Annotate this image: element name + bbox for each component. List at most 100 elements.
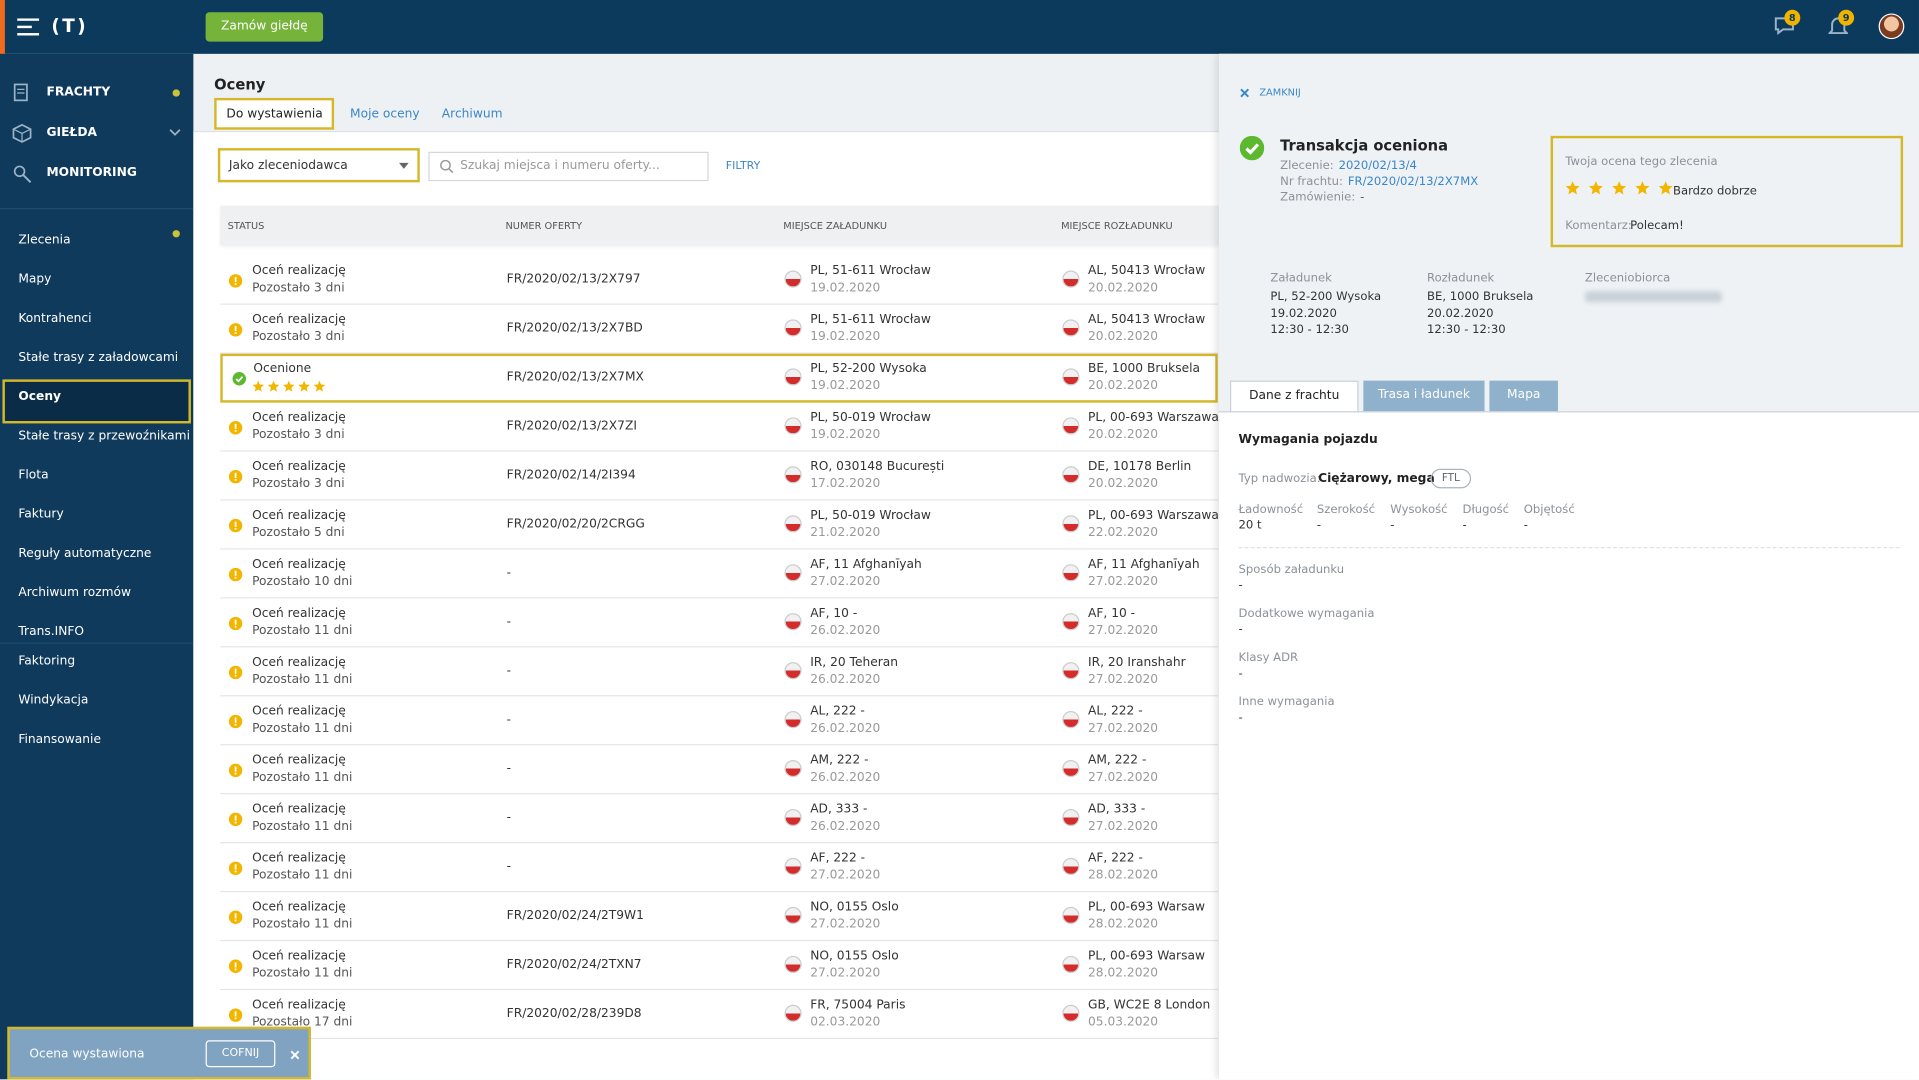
- unload-date: 27.02.2020: [1088, 771, 1159, 785]
- table-row[interactable]: [220, 696, 1218, 746]
- load-date: 26.02.2020: [810, 624, 881, 638]
- undo-button[interactable]: COFNIJ: [205, 1040, 276, 1068]
- tab[interactable]: Moje oceny: [350, 107, 420, 122]
- tab[interactable]: Do wystawienia: [226, 107, 323, 122]
- table-row[interactable]: [220, 256, 1218, 305]
- table-row[interactable]: [220, 452, 1218, 501]
- nav-item[interactable]: Trans.INFO: [18, 625, 85, 639]
- status-warning-icon: [228, 421, 243, 435]
- route-label: Zleceniobiorca: [1584, 271, 1671, 286]
- field-value: -: [1238, 711, 1243, 725]
- table-row[interactable]: [220, 843, 1218, 893]
- nav-item[interactable]: Flota: [18, 468, 49, 483]
- detail-tab[interactable]: Mapa: [1489, 380, 1558, 412]
- rating-box: Twoja ocena tego zlecenia Bardzo dobrze Ko…: [1550, 135, 1904, 248]
- body-tag: FTL: [1430, 468, 1472, 489]
- status: Oceń realizację: [252, 509, 346, 523]
- nav-chevron: [169, 129, 181, 136]
- table-row[interactable]: [220, 305, 1218, 354]
- unload-place: AF, 10 -: [1088, 607, 1136, 621]
- flag: [784, 417, 802, 435]
- meta-label: Nr frachtu: FR/2020/02/13/2X7MX: [1280, 175, 1479, 189]
- flag: [784, 613, 802, 631]
- nav-item[interactable]: Mapy: [18, 272, 52, 287]
- nav-item[interactable]: Oceny: [18, 390, 62, 404]
- nav-item[interactable]: Windykacja: [18, 693, 89, 708]
- nav-item[interactable]: Stałe trasy z załadowcami: [18, 351, 179, 365]
- meta-value[interactable]: FR/2020/02/13/2X7MX: [1347, 175, 1479, 189]
- nav-section[interactable]: MONITORING: [46, 166, 137, 180]
- load-date: 19.02.2020: [810, 428, 881, 442]
- status-warning-icon: [228, 323, 243, 337]
- table-row[interactable]: [220, 647, 1218, 697]
- close-button[interactable]: ZAMKNIJ: [1259, 86, 1301, 98]
- nav-item[interactable]: Archiwum rozmów: [18, 586, 132, 600]
- table-row[interactable]: [220, 941, 1218, 991]
- flag: [784, 270, 802, 288]
- dimension-value: -: [1462, 518, 1467, 533]
- nav-section[interactable]: FRACHTY: [46, 85, 111, 100]
- nav-section[interactable]: GIEŁDA: [46, 126, 97, 140]
- meta-value[interactable]: 2020/02/13/4: [1338, 159, 1417, 173]
- table-row[interactable]: [220, 745, 1218, 795]
- status-check-icon: [232, 372, 246, 386]
- load-place: NO, 0155 Oslo: [810, 900, 899, 915]
- table-row[interactable]: [220, 990, 1218, 1040]
- status-warning-icon: [228, 714, 243, 729]
- unload-place: GB, WC2E 8 London: [1088, 998, 1211, 1013]
- table-row[interactable]: [220, 353, 1218, 403]
- avatar[interactable]: [1878, 13, 1905, 40]
- unload-place: AL, 50413 Wrocław: [1088, 264, 1206, 278]
- nav-item[interactable]: Faktoring: [18, 654, 76, 669]
- load-date: 26.02.2020: [810, 673, 881, 687]
- meta-label: Zamówienie: -: [1280, 190, 1365, 205]
- status-warning-icon: [228, 518, 243, 533]
- detail-title: Transakcja oceniona: [1280, 137, 1449, 155]
- search-box[interactable]: [428, 151, 709, 182]
- filter-select[interactable]: [217, 148, 420, 183]
- table-row[interactable]: [220, 403, 1218, 452]
- nav-item[interactable]: Finansowanie: [18, 733, 101, 747]
- blurred-contractor: [1584, 291, 1722, 303]
- status: Oceń realizację: [252, 411, 346, 425]
- nav-item[interactable]: Kontrahenci: [18, 312, 92, 326]
- order-button[interactable]: Zamów giełdę: [205, 12, 324, 42]
- notifications-badge[interactable]: 9: [1838, 9, 1855, 26]
- offer-number: -: [506, 762, 512, 776]
- detail-tab[interactable]: Dane z frachtu: [1229, 380, 1359, 413]
- filters-button[interactable]: FILTRY: [725, 160, 761, 173]
- offer-number: FR/2020/02/24/2TXN7: [506, 958, 642, 972]
- nav-item[interactable]: Faktury: [18, 507, 64, 522]
- load-place: PL, 50-019 Wrocław: [810, 509, 931, 523]
- status: Oceń realizację: [252, 655, 346, 670]
- offer-number: FR/2020/02/14/2I394: [506, 468, 636, 483]
- offer-number: FR/2020/02/13/2X7MX: [506, 370, 644, 385]
- column-header: MIEJSCE ZAŁADUNKU: [783, 220, 887, 232]
- flag: [1062, 808, 1080, 827]
- star: [1565, 181, 1580, 195]
- unload-place: PL, 00-693 Warsaw: [1088, 949, 1205, 964]
- table-row[interactable]: [220, 550, 1218, 599]
- flag: [1062, 515, 1080, 533]
- table-row[interactable]: [220, 794, 1218, 844]
- remaining: Pozostało 11 dni: [252, 868, 353, 883]
- messages-badge[interactable]: 8: [1784, 9, 1801, 26]
- table-row[interactable]: [220, 598, 1218, 648]
- divider: [0, 642, 194, 644]
- route-line: 12:30 - 12:30: [1270, 323, 1349, 337]
- tab[interactable]: Archiwum: [441, 107, 503, 122]
- remaining: Pozostało 11 dni: [252, 673, 353, 687]
- nav-item[interactable]: Zlecenia: [18, 233, 71, 248]
- load-place: AL, 222 -: [810, 704, 865, 719]
- detail-tab-label: Dane z frachtu: [1249, 389, 1340, 403]
- flag: [1062, 760, 1080, 778]
- table-row[interactable]: [220, 892, 1218, 942]
- table-row[interactable]: [220, 501, 1218, 550]
- nav-item[interactable]: Reguły automatyczne: [18, 547, 152, 561]
- detail-tab[interactable]: Trasa i ładunek: [1363, 380, 1485, 412]
- nav-item[interactable]: Stałe trasy z przewoźnikami: [18, 429, 191, 444]
- status: Ocenione: [253, 362, 312, 376]
- logo: (T): [51, 14, 89, 37]
- page-title: Oceny: [214, 75, 266, 94]
- unload-place: PL, 00-693 Warszawa: [1088, 411, 1219, 425]
